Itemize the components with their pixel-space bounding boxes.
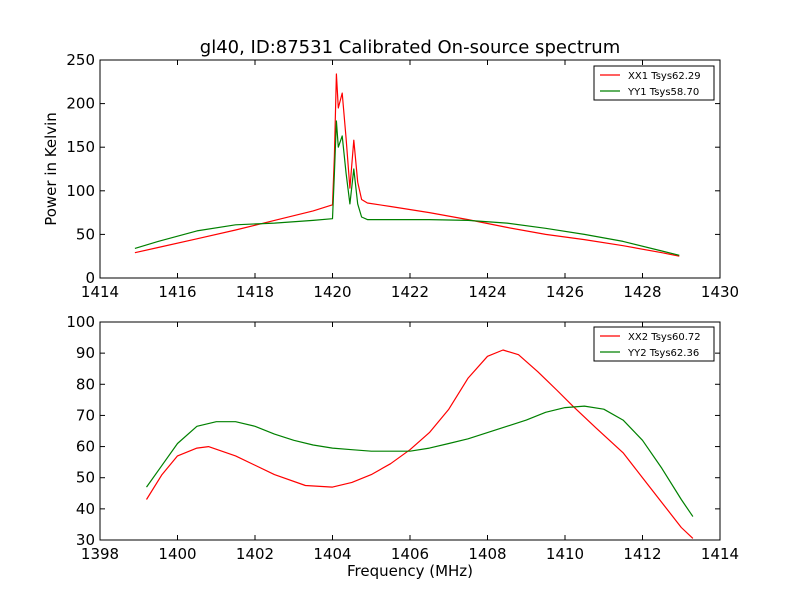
bottom-legend-frame: [593, 326, 715, 362]
top-y-tick-label: 100: [66, 182, 95, 200]
bottom-series-line-1: [145, 349, 694, 539]
bottom-y-tick-label: 60: [76, 438, 95, 456]
bottom-x-tick-label: 1404: [313, 545, 351, 563]
top-y-tick-label: 200: [66, 95, 95, 113]
bottom-legend: XX2 Tsys60.72 YY2 Tsys62.36: [593, 326, 715, 362]
chart-title: gl40, ID:87531 Calibrated On-source spec…: [200, 37, 620, 58]
top-x-tick-label: 1414: [81, 283, 119, 301]
top-x-tick-label: 1424: [468, 283, 506, 301]
bottom-x-tick-label: 1400: [158, 545, 196, 563]
top-plot-frame: [99, 59, 721, 279]
bottom-series-lines: [145, 349, 694, 539]
top-series-lines: [134, 73, 680, 257]
top-legend: XX1 Tsys62.29 YY1 Tsys58.70: [593, 65, 715, 101]
top-x-tick-label: 1416: [158, 283, 196, 301]
top-ticks: 1414 1416 1418 1420 1422 1424 1426 1428 1430 0 50 1…: [66, 51, 739, 301]
top-x-tick-label: 1418: [236, 283, 274, 301]
bottom-panel: 1398 1400 1402 1404 1406 1408 1410 1412 1414 30 40…: [66, 313, 739, 580]
bottom-x-tick-label: 1414: [701, 545, 739, 563]
bottom-x-tick-label: 1408: [468, 545, 506, 563]
bottom-plot-frame: [99, 321, 721, 541]
top-legend-frame: [593, 65, 715, 101]
bottom-legend-label-1: XX2 Tsys60.72: [628, 332, 701, 343]
bottom-y-tick-label: 50: [76, 469, 95, 487]
bottom-series-line-2: [146, 405, 694, 517]
top-legend-label-1: XX1 Tsys62.29: [628, 71, 701, 82]
top-x-tick-label: 1426: [546, 283, 584, 301]
bottom-x-tick-label: 1402: [236, 545, 274, 563]
bottom-y-tick-label: 70: [76, 406, 95, 424]
top-panel: 1414 1416 1418 1420 1422 1424 1426 1428 1430 0 50 1…: [42, 51, 739, 301]
bottom-x-axis-label: Frequency (MHz): [347, 562, 473, 580]
bottom-ticks: 1398 1400 1402 1404 1406 1408 1410 1412 1414 30 40…: [66, 313, 739, 563]
top-series-line-1: [134, 73, 680, 257]
top-y-axis-label: Power in Kelvin: [42, 112, 60, 226]
top-y-tick-label: 150: [66, 138, 95, 156]
top-y-tick-label: 0: [85, 269, 95, 287]
top-series-line-2: [134, 120, 680, 256]
top-x-tick-label: 1428: [623, 283, 661, 301]
bottom-x-tick-label: 1410: [546, 545, 584, 563]
bottom-x-tick-label: 1406: [391, 545, 429, 563]
bottom-x-tick-label: 1398: [81, 545, 119, 563]
bottom-y-tick-label: 90: [76, 344, 95, 362]
bottom-y-tick-label: 40: [76, 500, 95, 518]
bottom-y-tick-label: 100: [66, 313, 95, 331]
bottom-y-tick-label: 30: [76, 531, 95, 549]
top-y-tick-label: 50: [76, 225, 95, 243]
top-x-tick-label: 1420: [313, 283, 351, 301]
top-y-tick-label: 250: [66, 51, 95, 69]
bottom-x-tick-label: 1412: [623, 545, 661, 563]
top-x-tick-label: 1422: [391, 283, 429, 301]
bottom-y-tick-label: 80: [76, 375, 95, 393]
top-x-tick-label: 1430: [701, 283, 739, 301]
top-legend-label-2: YY1 Tsys58.70: [627, 87, 699, 98]
bottom-legend-label-2: YY2 Tsys62.36: [627, 348, 699, 359]
